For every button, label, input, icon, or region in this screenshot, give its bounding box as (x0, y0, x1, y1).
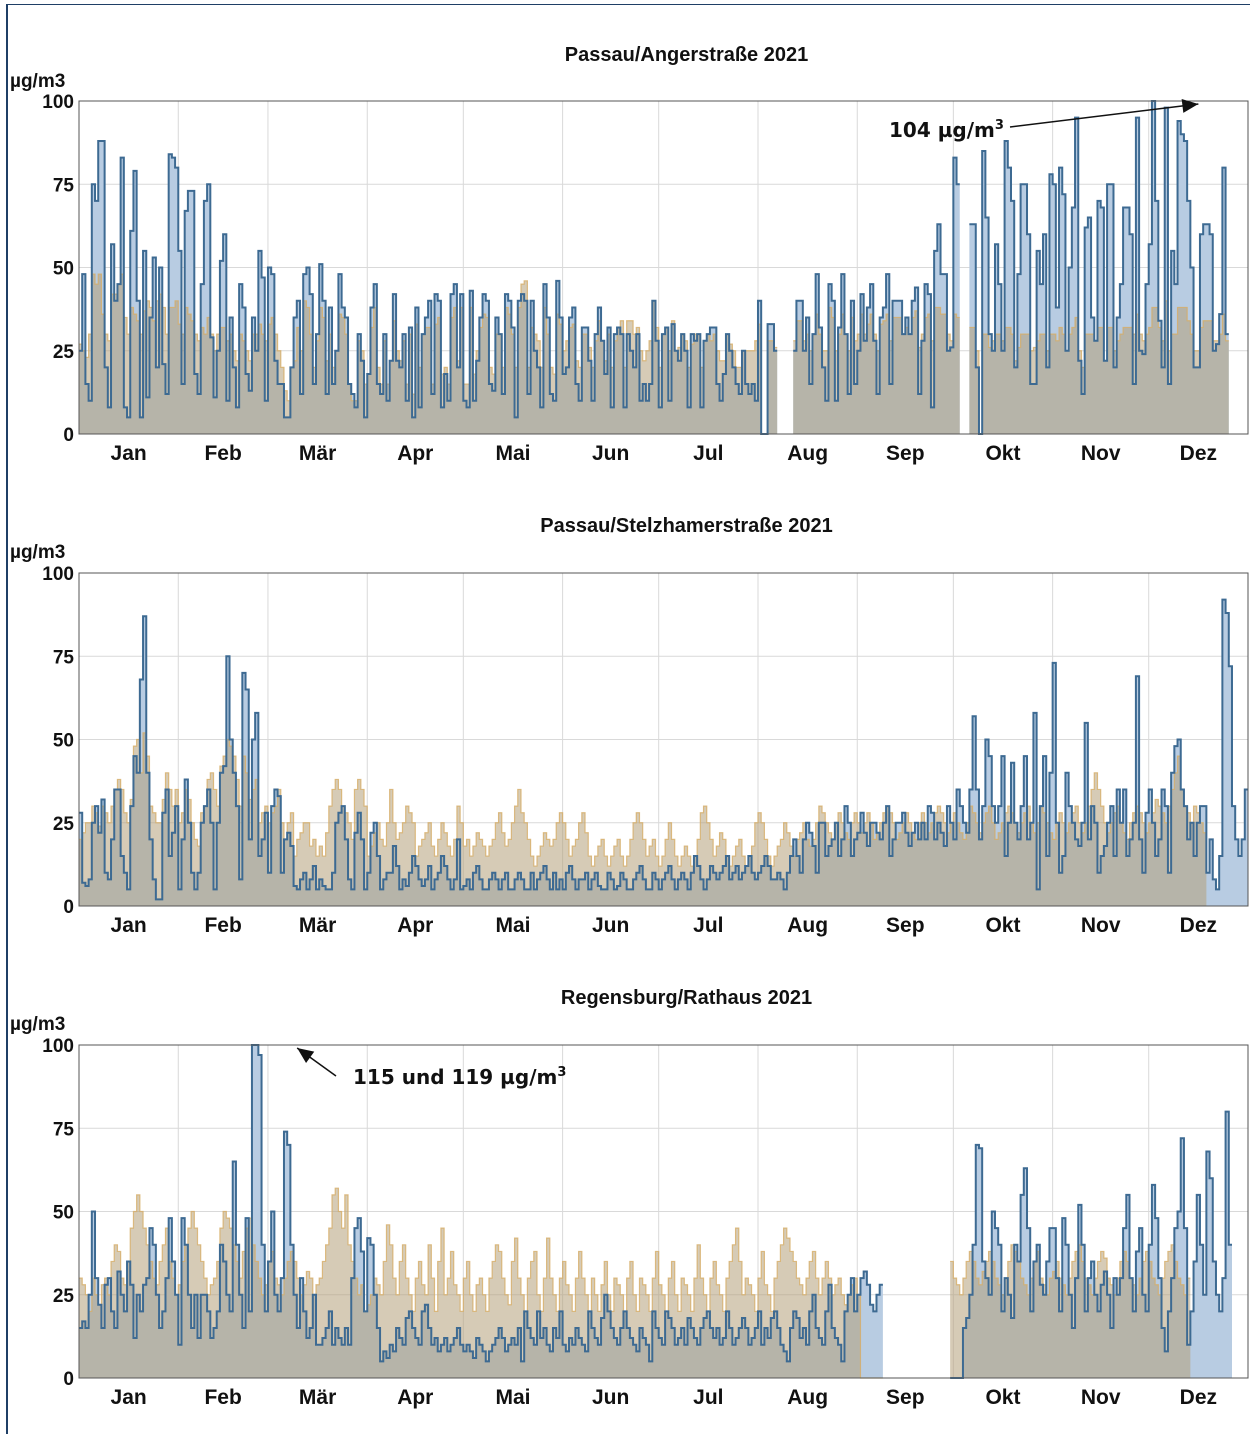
series-orange-area (79, 274, 778, 434)
x-tick-label: Aug (787, 914, 828, 937)
y-tick-label: 25 (53, 814, 75, 835)
y-tick-label: 50 (53, 259, 74, 280)
x-tick-label: Apr (397, 914, 433, 937)
x-tick-label: Dez (1180, 914, 1217, 937)
y-tick-label: 100 (42, 92, 74, 113)
x-tick-label: Okt (985, 442, 1020, 465)
y-axis-unit-label: µg/m3 (10, 1014, 65, 1035)
x-tick-label: Jan (111, 1386, 147, 1409)
y-tick-label: 100 (42, 564, 74, 585)
series-blue-line (950, 1110, 1232, 1379)
y-tick-label: 25 (53, 1286, 75, 1307)
x-tick-label: Jul (693, 442, 723, 465)
x-tick-label: Jun (592, 442, 629, 465)
x-tick-label: Jan (111, 914, 147, 937)
y-axis-unit-label: µg/m3 (10, 71, 65, 92)
chart-title: Passau/Stelzhamerstraße 2021 (540, 515, 832, 537)
x-tick-label: Mär (299, 914, 336, 937)
x-tick-label: Mär (299, 1386, 336, 1409)
x-tick-label: Apr (397, 442, 433, 465)
x-tick-label: Aug (787, 442, 828, 465)
y-tick-label: 50 (53, 731, 74, 752)
x-tick-label: Mai (495, 1386, 530, 1409)
x-tick-label: Dez (1180, 442, 1217, 465)
series-blue-line (79, 598, 1248, 901)
chart-panel-3: Regensburg/Rathaus 2021 µg/m3 0 25 50 75 100 Ja… (10, 987, 1249, 1409)
y-tick-label: 75 (53, 647, 75, 668)
x-tick-label: Jul (693, 914, 723, 937)
series-orange-area (79, 732, 1207, 906)
x-tick-label: Jan (111, 442, 147, 465)
x-tick-label: Mai (495, 442, 530, 465)
x-tick-label: Jun (592, 1386, 629, 1409)
x-tick-label: Sep (886, 1386, 925, 1409)
figure-frame (6, 4, 1250, 1434)
series-orange-line (79, 732, 1207, 867)
x-tick-label: Apr (397, 1386, 433, 1409)
annotation-arrowhead (297, 1048, 315, 1064)
series-blue-area (969, 101, 1229, 434)
x-tick-label: Mär (299, 442, 336, 465)
x-tick-label: Okt (985, 1386, 1020, 1409)
x-tick-label: Feb (204, 442, 241, 465)
annotation-arrow-line (1009, 103, 1199, 128)
x-tick-label: Sep (886, 914, 925, 937)
x-tick-label: Sep (886, 442, 925, 465)
y-axis-unit-label: µg/m3 (10, 542, 65, 563)
x-tick-label: Okt (985, 914, 1020, 937)
y-tick-label: 0 (63, 897, 74, 918)
x-tick-label: Jul (693, 1386, 723, 1409)
x-tick-label: Feb (204, 1386, 241, 1409)
plot-border (78, 572, 1249, 907)
y-tick-label: 0 (63, 1369, 74, 1390)
annotation-arrowhead (1181, 98, 1199, 113)
x-tick-label: Aug (787, 1386, 828, 1409)
chart-panel-1: Passau/Angerstraße 2021 µg/m3 0 25 50 75 100 Ja… (10, 44, 1249, 465)
y-tick-label: 100 (42, 1036, 74, 1057)
x-tick-label: Mai (495, 914, 530, 937)
series-blue-line (969, 100, 1229, 435)
series-blue-line (793, 156, 960, 409)
series-blue-line (79, 139, 778, 435)
y-tick-label: 25 (53, 342, 75, 363)
x-tick-label: Nov (1081, 914, 1121, 937)
x-tick-label: Nov (1081, 1386, 1121, 1409)
series-orange-area (969, 300, 1229, 434)
y-tick-label: 75 (53, 1119, 75, 1140)
chart-title: Passau/Angerstraße 2021 (565, 44, 808, 66)
series-orange-line (79, 1187, 883, 1379)
plot-border (78, 1044, 1249, 1379)
series-blue-line (79, 1044, 883, 1363)
x-tick-label: Jun (592, 914, 629, 937)
plot-border (78, 100, 1249, 435)
x-tick-label: Nov (1081, 442, 1121, 465)
y-tick-label: 50 (53, 1203, 74, 1224)
annotation-label: 115 und 119 µg/m3 (353, 1065, 566, 1089)
annotation-label: 104 µg/m3 (889, 118, 1004, 142)
chart-panel-2: Passau/Stelzhamerstraße 2021 µg/m3 0 25 50 75… (10, 515, 1249, 937)
x-tick-label: Feb (204, 914, 241, 937)
chart-title: Regensburg/Rathaus 2021 (561, 987, 812, 1009)
y-tick-label: 75 (53, 175, 75, 196)
x-tick-label: Dez (1180, 1386, 1217, 1409)
y-tick-label: 0 (63, 425, 74, 446)
